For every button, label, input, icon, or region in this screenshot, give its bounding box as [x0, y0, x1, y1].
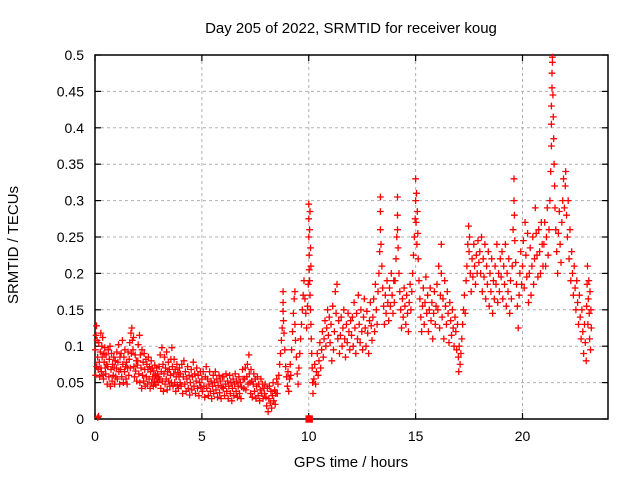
y-axis-label: SRMTID / TECUs	[5, 186, 22, 304]
plot-border	[94, 54, 609, 420]
data-points-layer	[92, 53, 595, 423]
x-tick-label: 15	[408, 428, 424, 444]
y-tick-label: 0.15	[57, 302, 84, 318]
y-tick-label: 0.05	[57, 375, 84, 391]
x-axis-label: GPS time / hours	[294, 454, 408, 471]
x-tick-label: 0	[91, 428, 99, 444]
tick-label-layer: 0 5 10 15 20 0 0.05 0.1 0.15 0.2 0.25 0.3 0.35 0.4 0.4…	[57, 47, 531, 444]
chart-title: Day 205 of 2022, SRMTID for receiver kou…	[205, 20, 497, 37]
x-tick-label: 5	[198, 428, 206, 444]
y-tick-label: 0.5	[65, 47, 85, 63]
scatter-square-marker	[305, 415, 313, 423]
scatter-plus-markers	[92, 53, 595, 421]
y-tick-label: 0.2	[65, 265, 85, 281]
y-tick-label: 0.4	[65, 120, 85, 136]
y-tick-label: 0.1	[65, 338, 85, 354]
y-tick-label: 0	[76, 411, 84, 427]
y-tick-label: 0.35	[57, 156, 84, 172]
y-tick-label: 0.25	[57, 229, 84, 245]
x-tick-label: 10	[301, 428, 317, 444]
y-tick-label: 0.3	[65, 193, 85, 209]
x-tick-label: 20	[515, 428, 531, 444]
y-tick-label: 0.45	[57, 83, 84, 99]
